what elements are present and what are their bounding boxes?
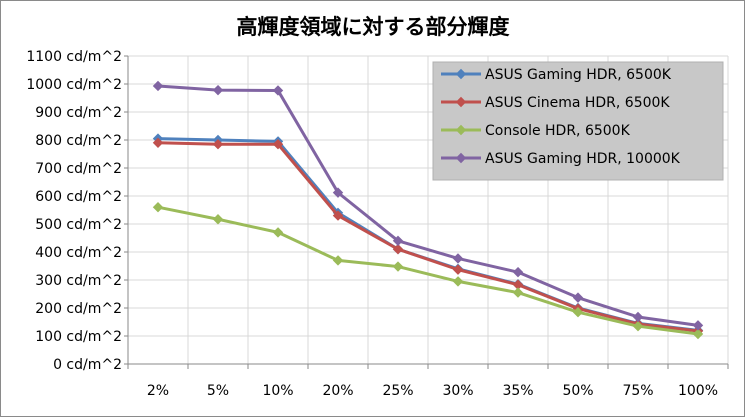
legend-label: ASUS Gaming HDR, 6500K: [485, 67, 672, 83]
data-point: [332, 210, 344, 221]
data-point: [512, 287, 524, 298]
x-tick-label: 25%: [382, 383, 413, 399]
legend-marker: [455, 96, 467, 108]
y-tick-label: 200 cd/m^2: [35, 301, 122, 317]
y-tick-label: 800 cd/m^2: [35, 133, 122, 149]
legend-label: ASUS Cinema HDR, 6500K: [485, 95, 670, 111]
y-tick-label: 400 cd/m^2: [35, 245, 122, 261]
legend: ASUS Gaming HDR, 6500K ASUS Cinema HDR, 6…: [432, 61, 724, 181]
data-point: [692, 320, 704, 331]
data-point: [512, 266, 524, 278]
data-point: [212, 138, 224, 150]
data-point: [272, 85, 284, 96]
chart-title: 高輝度領域に対する部分輝度: [237, 15, 510, 39]
data-point: [572, 306, 584, 318]
series-line: [157, 205, 699, 336]
y-tick-label: 500 cd/m^2: [35, 217, 122, 233]
data-point: [392, 243, 404, 255]
legend-marker: [455, 152, 467, 164]
x-tick-label: 10%: [262, 383, 293, 399]
data-point: [272, 138, 284, 150]
y-tick-label: 0 cd/m^2: [53, 357, 122, 373]
y-tick-label: 600 cd/m^2: [35, 189, 122, 205]
y-tick-label: 700 cd/m^2: [35, 161, 122, 177]
data-point: [572, 292, 584, 303]
legend-box: [432, 61, 724, 181]
data-point: [332, 187, 344, 198]
x-tick-label: 20%: [322, 383, 353, 399]
legend-label: ASUS Gaming HDR, 10000K: [485, 151, 681, 167]
data-point: [152, 201, 164, 213]
data-point: [392, 235, 404, 247]
series-line: [157, 84, 699, 327]
data-point: [332, 255, 344, 266]
data-point: [152, 80, 164, 92]
series-line: [157, 141, 699, 333]
y-tick-label: 1100 cd/m^2: [26, 49, 122, 65]
data-point: [632, 320, 644, 332]
x-tick-label: 5%: [207, 383, 229, 399]
y-axis-ticks: 0 cd/m^2 100 cd/m^2 200 cd/m^2 300 cd/m^2 40…: [26, 49, 128, 373]
x-tick-label: 30%: [442, 383, 473, 399]
data-point: [692, 328, 704, 340]
data-point: [152, 137, 164, 149]
y-tick-label: 300 cd/m^2: [35, 273, 122, 289]
series-4: [152, 80, 704, 331]
data-point: [272, 227, 284, 238]
y-tick-label: 100 cd/m^2: [35, 329, 122, 345]
data-point: [452, 264, 464, 275]
legend-label: Console HDR, 6500K: [485, 123, 631, 139]
y-tick-label: 900 cd/m^2: [35, 105, 122, 121]
data-point: [452, 253, 464, 264]
data-point: [452, 276, 464, 287]
data-point: [632, 311, 644, 323]
data-point: [392, 261, 404, 272]
data-point: [212, 84, 224, 96]
x-tick-label: 50%: [562, 383, 593, 399]
x-tick-label: 75%: [622, 383, 653, 399]
x-tick-label: 2%: [147, 383, 169, 399]
legend-marker: [455, 68, 467, 80]
x-tick-label: 35%: [502, 383, 533, 399]
x-axis-ticks: 2% 5% 10% 20% 25% 30% 35% 50% 75% 100%: [127, 364, 729, 399]
data-point: [212, 214, 224, 225]
gridlines: [128, 55, 729, 364]
legend-marker: [455, 124, 467, 136]
series-lines: [152, 80, 704, 340]
series-3: [152, 201, 704, 340]
y-tick-label: 1000 cd/m^2: [26, 77, 122, 93]
x-tick-label: 100%: [678, 383, 718, 399]
